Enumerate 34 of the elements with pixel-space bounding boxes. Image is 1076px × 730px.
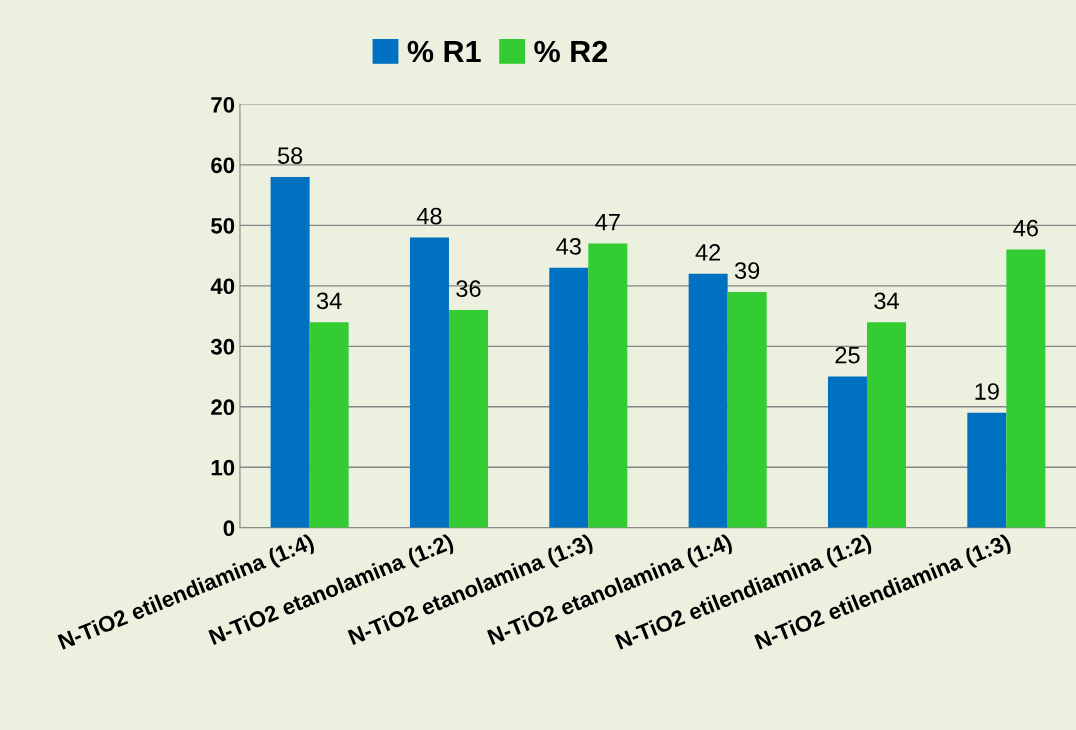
data-label: 46 bbox=[1013, 219, 1038, 237]
y-tick-label: 40 bbox=[210, 278, 235, 295]
bar bbox=[1006, 249, 1046, 528]
bar bbox=[727, 291, 767, 528]
bar bbox=[549, 267, 589, 528]
legend-label: % R1 bbox=[407, 40, 481, 63]
bar bbox=[688, 273, 728, 528]
data-label: 48 bbox=[416, 207, 442, 225]
bar bbox=[448, 310, 488, 528]
data-label: 19 bbox=[975, 383, 999, 400]
bar bbox=[827, 376, 867, 528]
y-tick-label: 60 bbox=[211, 157, 235, 174]
data-label: 47 bbox=[595, 214, 620, 231]
data-label: 42 bbox=[695, 244, 721, 261]
legend-label: % R2 bbox=[534, 40, 608, 63]
data-label: 34 bbox=[874, 292, 899, 310]
data-label: 34 bbox=[316, 292, 342, 310]
bar bbox=[967, 412, 1007, 528]
data-label: 39 bbox=[734, 262, 760, 279]
data-label: 36 bbox=[456, 280, 481, 298]
bar bbox=[309, 322, 349, 528]
bar bbox=[866, 322, 906, 528]
y-tick-label: 10 bbox=[211, 459, 235, 476]
y-tick-label: 70 bbox=[211, 96, 235, 113]
data-label: 25 bbox=[835, 346, 860, 364]
data-label: 43 bbox=[556, 237, 581, 255]
y-tick-label: 20 bbox=[211, 399, 235, 416]
bar bbox=[270, 176, 310, 528]
y-tick-label: 50 bbox=[211, 217, 235, 234]
data-label: 58 bbox=[277, 147, 303, 164]
y-tick-label: 0 bbox=[223, 520, 235, 537]
y-tick-label: 30 bbox=[210, 338, 235, 355]
bar bbox=[409, 237, 449, 528]
bar bbox=[588, 243, 628, 528]
